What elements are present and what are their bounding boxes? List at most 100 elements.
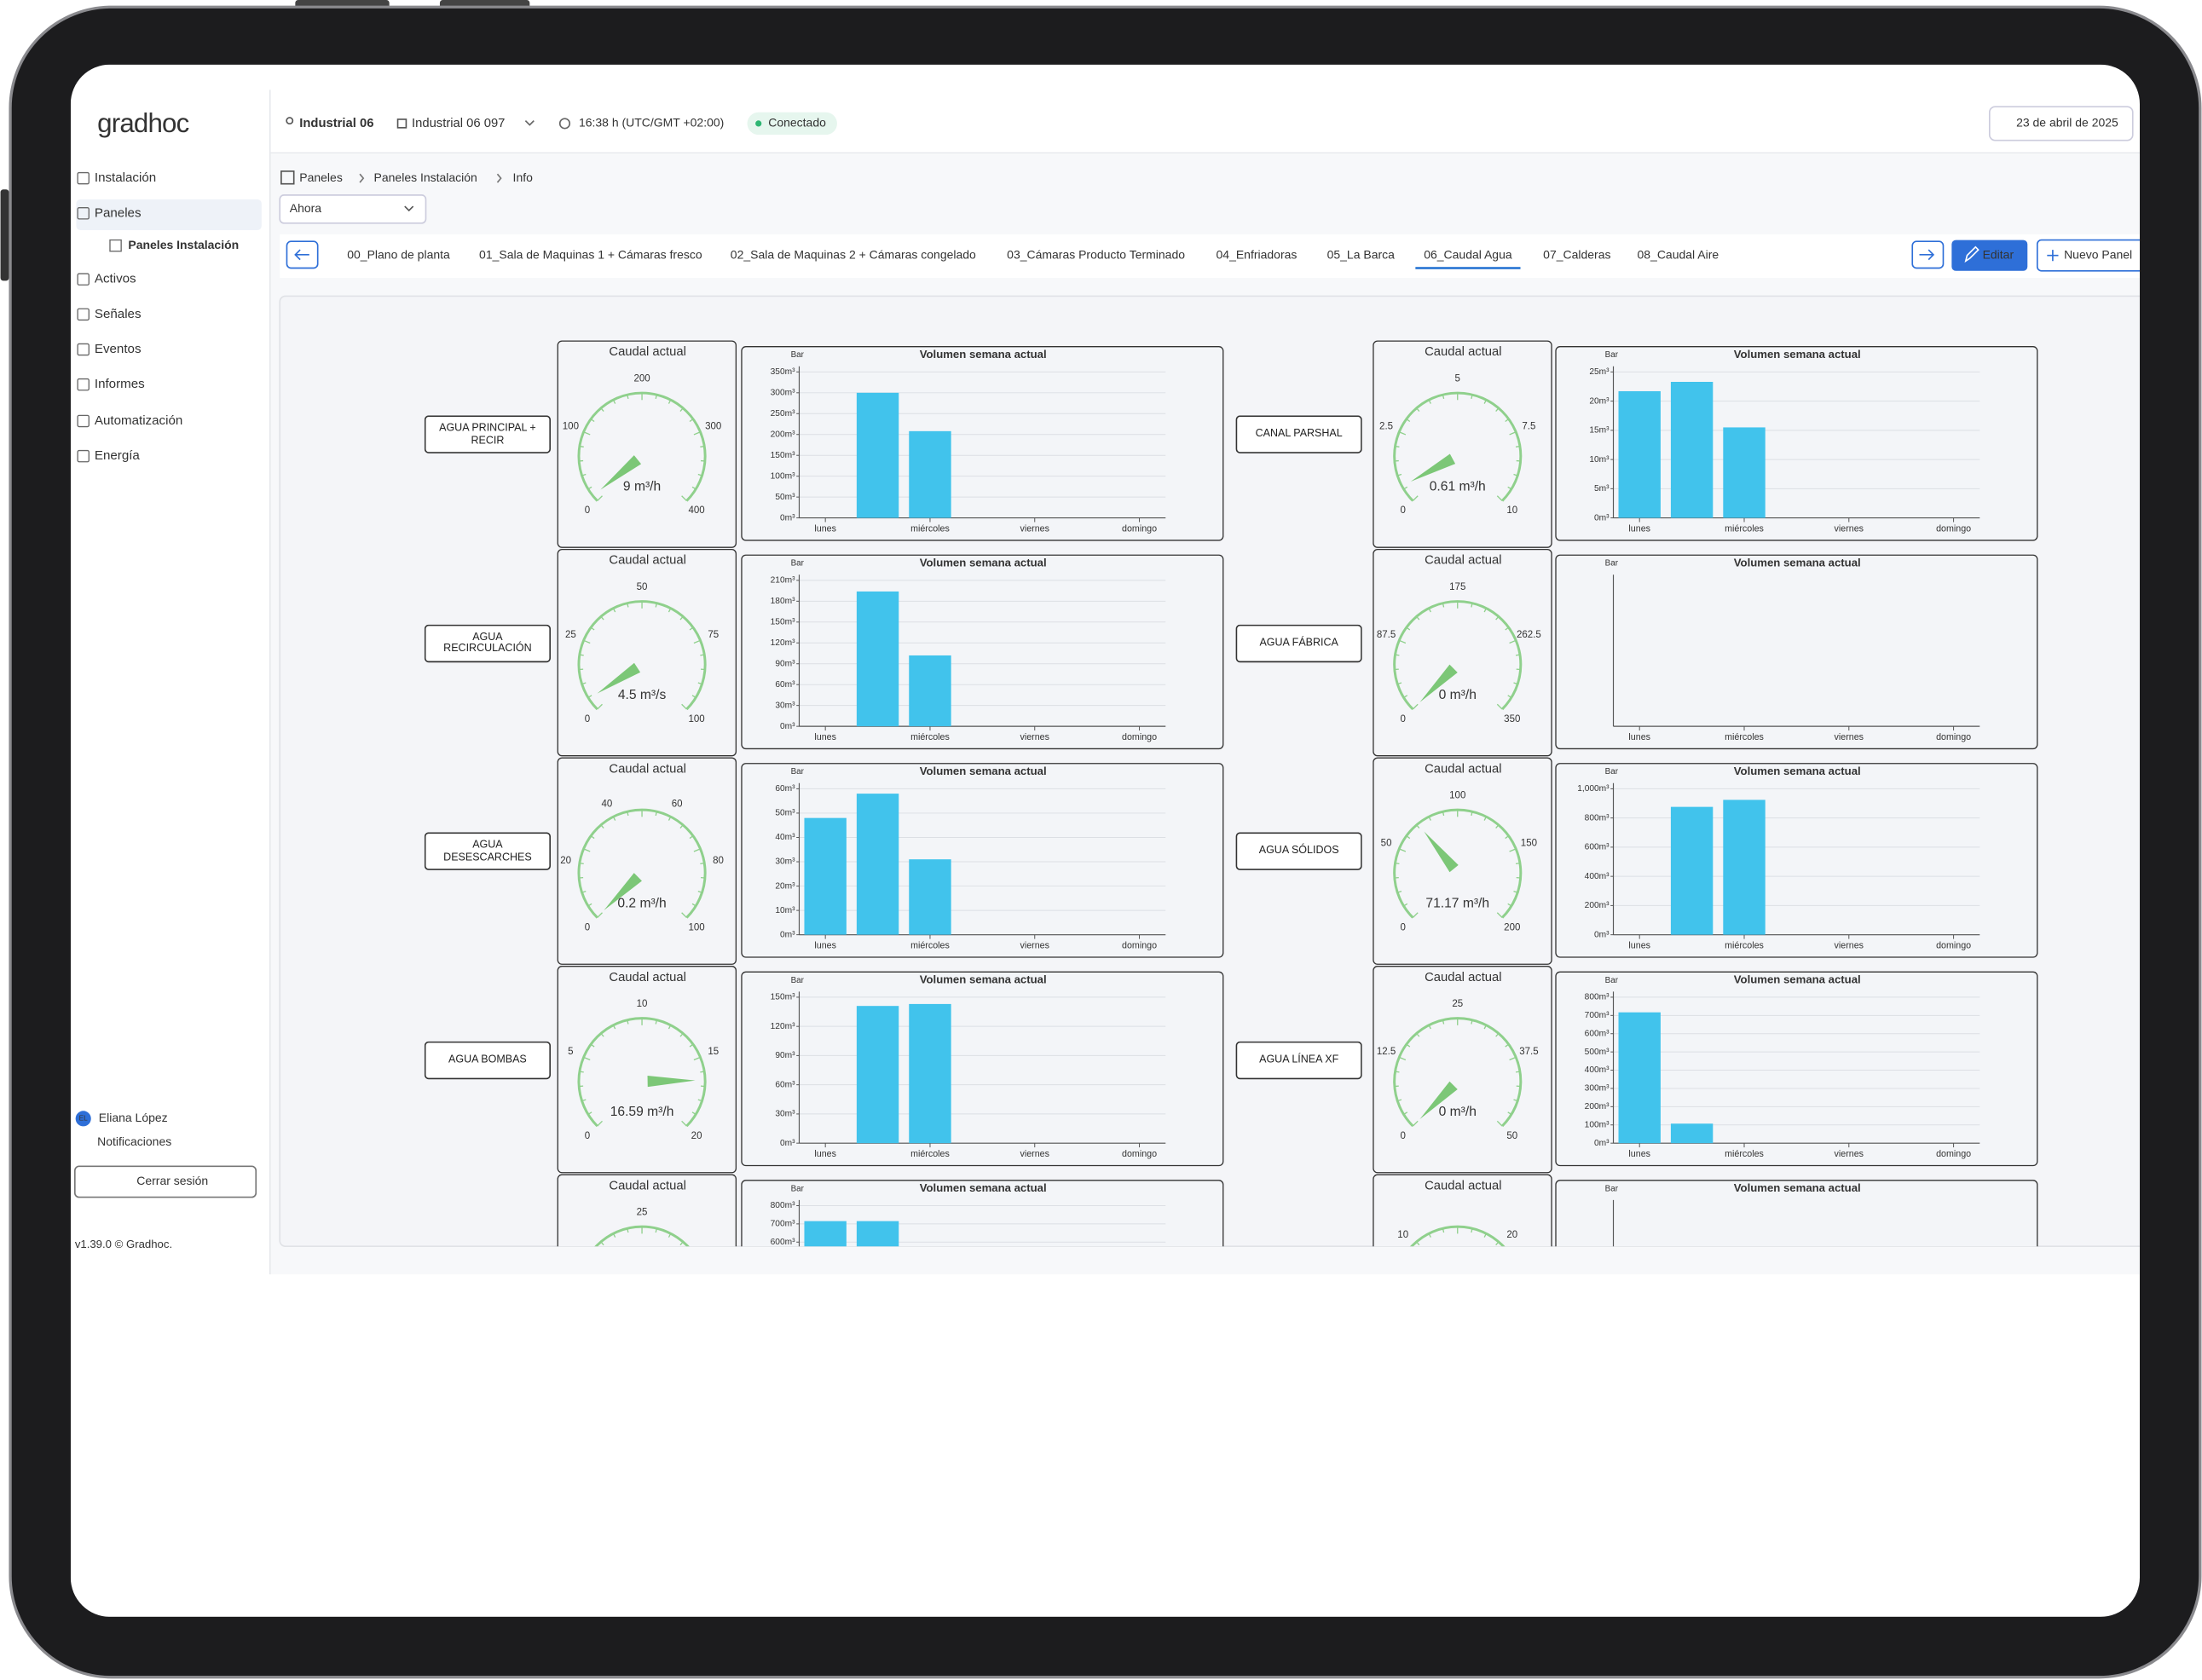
x-tick-label: domingo — [1936, 732, 1971, 742]
gauge-tick-label: 0 — [585, 505, 590, 516]
tab[interactable]: 08_Caudal Aire — [1638, 247, 1719, 261]
gauge-minor-tick — [700, 862, 705, 865]
gauge-tick-label: 25 — [565, 630, 576, 640]
screen: gradhoc Industrial 06 Industrial 06 097 … — [70, 64, 2150, 1617]
gauge-minor-tick — [1442, 394, 1445, 400]
logout-button[interactable] — [74, 1165, 257, 1198]
gauge-minor-tick — [668, 608, 672, 613]
tab[interactable]: 02_Sala de Maquinas 2 + Cámaras congelad… — [731, 247, 976, 261]
gauge-minor-tick — [689, 1043, 694, 1048]
chart-box — [741, 971, 1224, 1167]
breadcrumb-item[interactable]: Paneles Instalación — [374, 170, 477, 184]
nav-item[interactable]: Energía — [95, 448, 141, 463]
gauge-minor-tick — [581, 890, 587, 893]
tab[interactable]: 00_Plano de planta — [347, 247, 450, 261]
gauge-minor-tick — [1496, 703, 1503, 710]
tab[interactable]: 05_La Barca — [1327, 247, 1396, 261]
y-tick-label: 120m³ — [771, 638, 795, 648]
bar — [804, 817, 847, 935]
nav-item[interactable]: Paneles — [95, 205, 142, 220]
gauge-minor-tick — [668, 1025, 672, 1030]
user[interactable]: Eliana López — [99, 1111, 168, 1124]
gauge-minor-tick — [1509, 639, 1517, 644]
nav-icon — [77, 207, 90, 220]
date-button[interactable] — [1988, 106, 2134, 141]
gauge-tick-label: 10 — [637, 999, 648, 1009]
status-dot — [755, 120, 762, 127]
gauge-minor-tick — [1397, 1099, 1402, 1102]
nav-item[interactable]: Activos — [95, 272, 136, 286]
series-label: Bar — [1605, 350, 1619, 360]
edit-button[interactable] — [1951, 240, 2028, 271]
logo: gradhoc — [97, 108, 188, 138]
nav-icon — [77, 449, 90, 463]
panel-row: AGUA SÓLIDOS Caudal actual 0 50 100 150 200 71.… — [1235, 757, 2038, 965]
tab[interactable]: 07_Calderas — [1543, 247, 1610, 261]
gauge-needle — [1410, 453, 1456, 482]
chart-box — [1555, 1180, 2038, 1247]
y-tick-label: 150m³ — [771, 993, 795, 1002]
nav-item[interactable]: Instalación — [95, 170, 156, 185]
gauge-minor-tick — [1397, 682, 1402, 685]
gauge-minor-tick — [1483, 608, 1487, 613]
y-tick-label: 15m³ — [1589, 426, 1610, 436]
gauge-minor-tick — [1496, 495, 1503, 502]
panel-label: AGUA LÍNEA XF — [1235, 1040, 1362, 1079]
panel-row: CANAL PARSHAL Caudal actual 0 2.5 5 7.5 10 0.61… — [1235, 340, 2038, 548]
gauge-minor-tick — [691, 486, 696, 490]
x-tick-label: viernes — [1020, 732, 1049, 742]
tab[interactable]: 01_Sala de Maquinas 1 + Cámaras fresco — [479, 247, 702, 261]
y-tick-label: 10m³ — [775, 906, 795, 915]
site-select[interactable]: Industrial 06 097 — [412, 117, 505, 130]
user-name[interactable]: Industrial 06 — [299, 117, 373, 130]
new-panel-button[interactable] — [2036, 239, 2150, 272]
breadcrumb-item[interactable]: Paneles — [299, 170, 343, 184]
gauge-value: 4.5 m³/s — [618, 688, 667, 702]
gauge-title: Caudal actual — [1425, 971, 1502, 984]
y-tick-label: 60m³ — [775, 1080, 795, 1089]
gauge-tick-label: 2.5 — [1379, 422, 1393, 432]
nav-item[interactable]: Señales — [95, 307, 142, 321]
gauge-tick-label: 50 — [1381, 839, 1392, 849]
chart-box — [1555, 971, 2038, 1167]
label-box: AGUA LÍNEA XF — [1235, 1040, 1362, 1079]
y-tick-label: 20m³ — [1589, 396, 1610, 406]
y-tick-label: 210m³ — [771, 576, 795, 586]
gauge-minor-tick — [590, 1043, 595, 1048]
gauge-title: Caudal actual — [609, 762, 686, 776]
bar — [1723, 800, 1766, 935]
gauge-needle — [1424, 831, 1459, 873]
gauge-minor-tick — [627, 603, 629, 608]
edit-icon — [1964, 245, 1979, 263]
nav-item[interactable]: Automatización — [95, 413, 182, 428]
gauge-minor-tick — [1428, 1233, 1431, 1238]
y-tick-label: 0m³ — [780, 513, 795, 522]
nav-item[interactable]: Paneles Instalación — [128, 238, 239, 251]
gauge-minor-tick — [1442, 603, 1445, 608]
gauge-minor-tick — [1403, 695, 1408, 698]
gauge-minor-tick — [1406, 419, 1411, 423]
nav-item[interactable]: Eventos — [95, 342, 142, 356]
tab[interactable]: 06_Caudal Agua — [1424, 247, 1512, 261]
gauge-minor-tick — [681, 1120, 687, 1127]
gauge-minor-tick — [1399, 848, 1407, 852]
arrow-left — [294, 249, 309, 261]
bar — [1670, 806, 1714, 935]
gauge-minor-tick — [612, 608, 616, 613]
tab[interactable]: 03_Cámaras Producto Terminado — [1007, 247, 1185, 261]
notifications[interactable]: Notificaciones — [97, 1134, 171, 1148]
time-select[interactable] — [279, 194, 427, 224]
y-tick-label: 300m³ — [771, 389, 795, 398]
gauge-minor-tick — [627, 394, 629, 400]
gauge-tick-label: 200 — [633, 374, 650, 384]
nav-item[interactable]: Informes — [95, 377, 145, 391]
label-box: AGUA DESESCARCHES — [424, 832, 552, 870]
gauge-minor-tick — [689, 419, 694, 423]
gauge-minor-tick — [612, 1025, 616, 1030]
tab[interactable]: 04_Enfriadoras — [1217, 247, 1298, 261]
gauge-minor-tick — [1507, 695, 1512, 698]
x-tick-label: domingo — [1936, 1149, 1971, 1159]
y-tick-label: 0m³ — [1594, 1139, 1610, 1148]
gauge-minor-tick — [1471, 1228, 1473, 1233]
gauge-minor-tick — [689, 626, 694, 631]
